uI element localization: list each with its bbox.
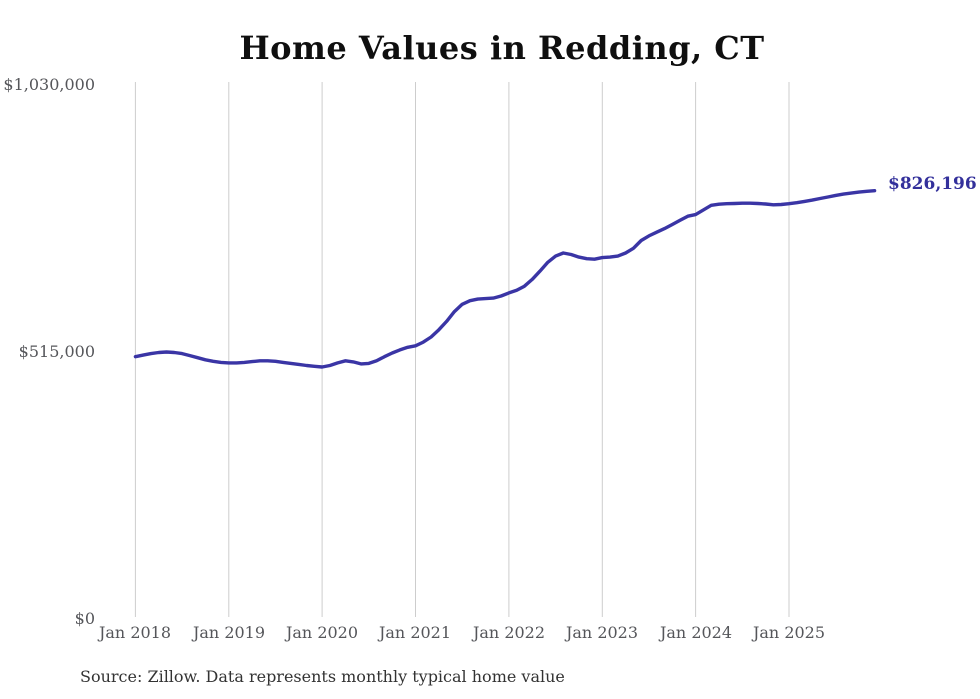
x-axis-label-2018: Jan 2018 bbox=[98, 623, 172, 642]
latest-value-label: $826,196 bbox=[888, 174, 977, 194]
x-axis-label-2023: Jan 2023 bbox=[565, 623, 639, 642]
home-value-line-series bbox=[133, 189, 877, 369]
y-axis-label-middle: $515,000 bbox=[18, 342, 95, 361]
x-axis-label-2025: Jan 2025 bbox=[752, 623, 826, 642]
x-axis-label-2019: Jan 2019 bbox=[192, 623, 266, 642]
source-note: Source: Zillow. Data represents monthly … bbox=[80, 667, 565, 686]
y-axis-label-top: $1,030,000 bbox=[3, 75, 95, 94]
chart-title: Home Values in Redding, CT bbox=[239, 29, 765, 67]
gridlines bbox=[134, 82, 790, 617]
x-axis-label-2024: Jan 2024 bbox=[659, 623, 733, 642]
y-axis-label-zero: $0 bbox=[74, 609, 95, 628]
x-axis-label-2021: Jan 2021 bbox=[378, 623, 452, 642]
x-axis-label-2020: Jan 2020 bbox=[285, 623, 359, 642]
x-axis-label-2022: Jan 2022 bbox=[472, 623, 546, 642]
